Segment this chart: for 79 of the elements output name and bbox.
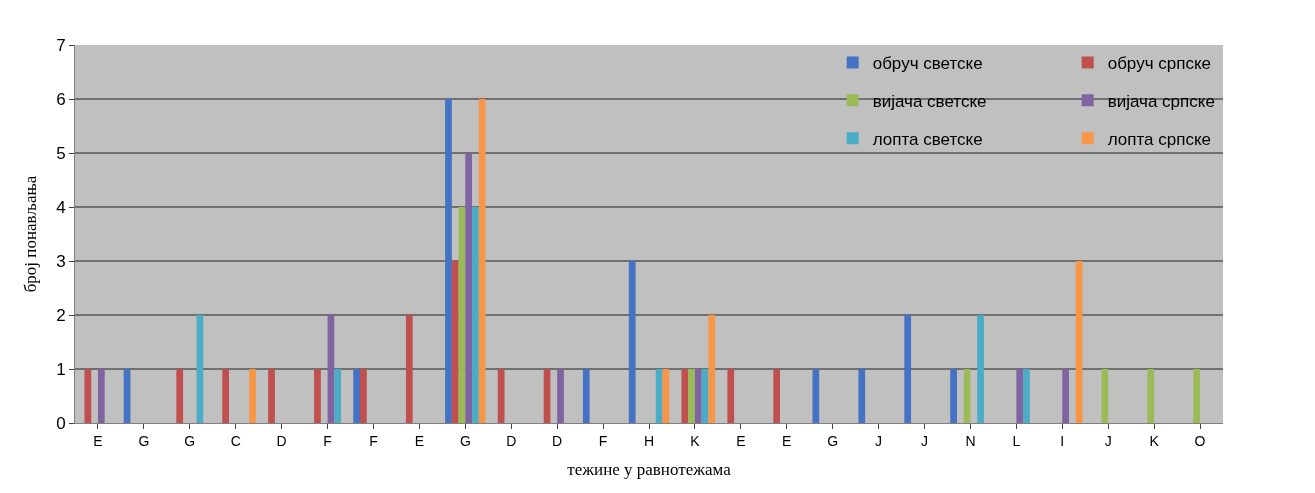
bar	[582, 369, 590, 423]
bar	[222, 369, 229, 423]
y-tick-label: 1	[56, 359, 66, 379]
x-tick-label: D	[506, 432, 517, 449]
y-tick-label: 3	[56, 251, 66, 271]
bar	[84, 369, 92, 423]
bar	[176, 369, 184, 423]
x-tick-label: E	[93, 432, 103, 449]
x-tick-label: J	[1104, 432, 1112, 449]
x-axis-title: тежине у равнотежама	[567, 460, 732, 480]
bar	[1147, 369, 1155, 423]
bar	[353, 369, 361, 423]
bar	[405, 315, 413, 423]
bar	[249, 369, 256, 423]
legend-label: обруч српске	[1107, 54, 1211, 74]
x-tick-label: J	[875, 432, 883, 449]
legend-label: лопта српске	[1107, 129, 1211, 149]
x-tick-label: J	[921, 432, 929, 449]
y-tick-label: 0	[56, 413, 66, 433]
bar	[1023, 369, 1030, 423]
y-axis-title: број понављања	[20, 175, 40, 293]
bar	[451, 261, 459, 423]
bar	[812, 369, 820, 423]
bar	[557, 369, 564, 423]
bar	[497, 369, 505, 423]
bar	[360, 369, 367, 423]
x-tick-label: D	[276, 432, 287, 449]
bar	[97, 369, 105, 423]
bar	[1016, 369, 1024, 423]
bar	[662, 369, 670, 423]
bar	[1101, 369, 1109, 423]
x-tick-label: G	[138, 432, 150, 449]
bar	[904, 315, 912, 423]
legend-label: вијача српске	[1107, 91, 1215, 111]
x-tick-label: F	[369, 432, 378, 449]
x-tick-label: E	[414, 432, 425, 449]
y-tick-label: 5	[56, 143, 66, 163]
y-tick-label: 6	[56, 89, 66, 109]
legend-label: вијача светске	[872, 91, 987, 111]
bar	[628, 261, 636, 423]
bar	[1193, 369, 1201, 423]
x-tick-label: G	[459, 432, 471, 449]
x-tick-label: F	[598, 432, 608, 449]
bar	[445, 99, 452, 423]
x-tick-label: O	[1194, 432, 1206, 449]
x-tick-label: D	[552, 432, 563, 449]
x-tick-label: N	[965, 432, 976, 449]
bar	[858, 369, 866, 423]
y-tick-label: 4	[56, 197, 66, 217]
bar	[334, 369, 342, 423]
bar	[472, 207, 479, 423]
bar	[1062, 369, 1070, 423]
x-tick-label: G	[827, 432, 839, 449]
bar	[773, 369, 781, 423]
bar	[478, 99, 486, 423]
x-tick-label: K	[690, 432, 701, 449]
bar	[465, 153, 473, 423]
x-tick-label: K	[1149, 432, 1160, 449]
bar	[977, 315, 984, 423]
legend-label: лопта светске	[872, 129, 983, 149]
bar	[688, 369, 695, 423]
bar	[268, 369, 275, 423]
bar	[708, 315, 716, 423]
y-tick-label: 2	[56, 305, 66, 325]
x-tick-label: H	[643, 432, 655, 449]
bar	[727, 369, 735, 423]
x-tick-label: E	[736, 432, 746, 449]
x-tick-label: C	[230, 432, 241, 449]
x-tick-label: I	[1060, 432, 1065, 449]
bar	[694, 369, 702, 423]
bar	[314, 369, 321, 423]
bar	[681, 369, 689, 423]
bar	[950, 369, 957, 423]
x-tick-label: E	[782, 432, 792, 449]
x-tick-label: L	[1012, 432, 1021, 449]
legend-label: обруч светске	[872, 54, 983, 74]
x-tick-label: G	[184, 432, 196, 449]
y-tick-label: 7	[56, 35, 66, 55]
x-tick-label: F	[323, 432, 332, 449]
